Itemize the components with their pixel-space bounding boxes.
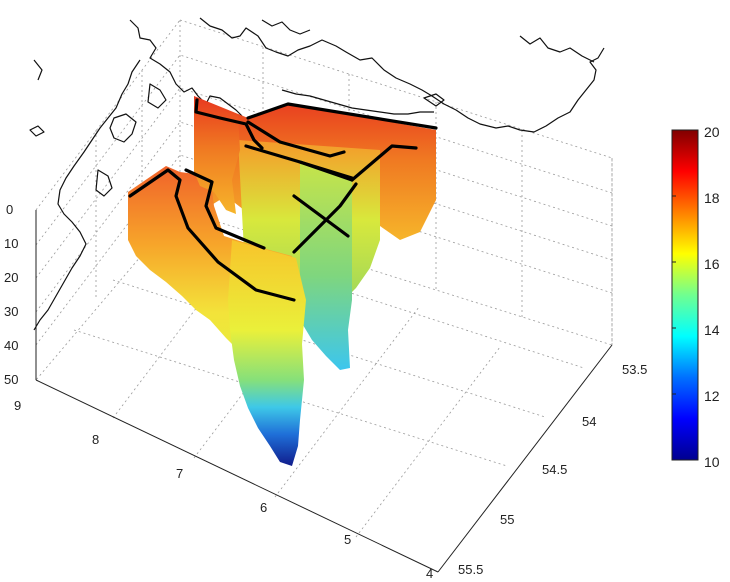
colorbar-tick-14: 14	[704, 322, 720, 338]
z-tick-10: 10	[4, 236, 18, 251]
x-tick-7: 7	[176, 466, 183, 481]
coastline	[29, 17, 605, 331]
section-cyan	[300, 160, 352, 370]
colorbar: 20 18 16 14 12 10	[671, 124, 720, 470]
section-back-west	[194, 96, 240, 214]
z-axis-ticks: 0 10 20 30 40 50	[4, 202, 18, 387]
colorbar-gradient	[671, 129, 699, 461]
colorbar-tick-18: 18	[704, 190, 720, 206]
z-tick-50: 50	[4, 372, 18, 387]
y-axis-ticks: 53.5 54 54.5 55 55.5	[458, 362, 647, 577]
y-tick-53-5: 53.5	[622, 362, 647, 377]
axes	[35, 210, 613, 573]
colorbar-tick-10: 10	[704, 454, 720, 470]
y-tick-55: 55	[500, 512, 514, 527]
y-tick-54: 54	[582, 414, 596, 429]
colorbar-tick-12: 12	[704, 388, 720, 404]
z-tick-30: 30	[4, 304, 18, 319]
y-tick-55-5: 55.5	[458, 562, 483, 577]
colorbar-tick-16: 16	[704, 256, 720, 272]
x-tick-6: 6	[260, 500, 267, 515]
colorbar-tick-marks	[672, 129, 676, 461]
z-tick-0: 0	[6, 202, 13, 217]
section-plume	[228, 240, 306, 466]
x-tick-4: 4	[426, 566, 433, 581]
colorbar-tick-20: 20	[704, 124, 720, 140]
x-tick-9: 9	[14, 398, 21, 413]
x-tick-8: 8	[92, 432, 99, 447]
temperature-sections	[128, 96, 436, 466]
ship-tracks	[128, 98, 438, 302]
x-tick-5: 5	[344, 532, 351, 547]
z-tick-20: 20	[4, 270, 18, 285]
x-axis-ticks: 9 8 7 6 5 4	[14, 398, 433, 581]
y-tick-54-5: 54.5	[542, 462, 567, 477]
z-tick-40: 40	[4, 338, 18, 353]
